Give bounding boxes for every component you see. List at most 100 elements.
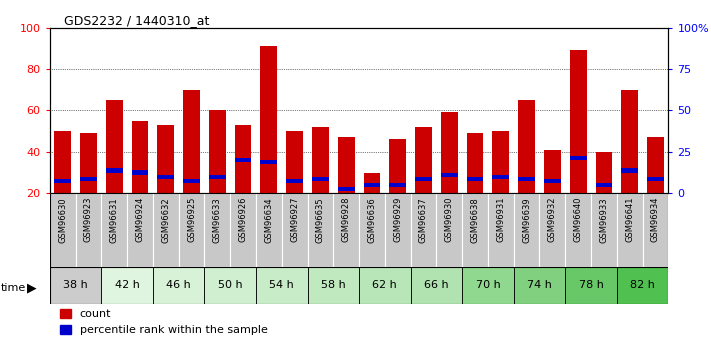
Bar	[132, 121, 149, 193]
Bar	[363, 172, 380, 193]
Bar	[513, 193, 540, 269]
Bar	[205, 193, 230, 269]
Bar	[565, 267, 616, 304]
Text: 54 h: 54 h	[269, 280, 294, 290]
Bar	[441, 112, 458, 193]
Bar	[54, 131, 71, 193]
Bar	[312, 127, 328, 193]
Bar	[230, 193, 256, 269]
Bar	[153, 267, 205, 304]
Text: GSM96928: GSM96928	[342, 197, 351, 243]
Text: GSM96931: GSM96931	[496, 197, 506, 243]
Bar	[54, 179, 71, 183]
Bar	[338, 187, 355, 191]
Text: 74 h: 74 h	[527, 280, 552, 290]
Text: GSM96639: GSM96639	[522, 197, 531, 243]
Text: GSM96635: GSM96635	[316, 197, 325, 243]
Bar	[101, 193, 127, 269]
Text: 82 h: 82 h	[630, 280, 655, 290]
Bar	[153, 193, 178, 269]
Bar	[616, 193, 643, 269]
Bar	[338, 137, 355, 193]
Bar	[312, 177, 328, 181]
Bar	[466, 177, 483, 181]
Text: GDS2232 / 1440310_at: GDS2232 / 1440310_at	[64, 14, 209, 27]
Bar	[441, 172, 458, 177]
Text: GSM96925: GSM96925	[187, 197, 196, 243]
Bar	[616, 267, 668, 304]
Bar	[411, 267, 462, 304]
Bar	[415, 177, 432, 181]
Text: 66 h: 66 h	[424, 280, 449, 290]
Bar	[127, 193, 153, 269]
Bar	[390, 183, 406, 187]
Bar	[518, 177, 535, 181]
Bar	[466, 133, 483, 193]
Text: GSM96923: GSM96923	[84, 197, 93, 243]
Legend: count, percentile rank within the sample: count, percentile rank within the sample	[55, 304, 272, 339]
Bar	[50, 267, 101, 304]
Bar	[363, 183, 380, 187]
Bar	[621, 90, 638, 193]
Bar	[333, 193, 359, 269]
Text: GSM96630: GSM96630	[58, 197, 67, 243]
Text: GSM96930: GSM96930	[445, 197, 454, 243]
Text: GSM96634: GSM96634	[264, 197, 273, 243]
Bar	[235, 125, 252, 193]
Bar	[106, 168, 122, 172]
Bar	[647, 137, 664, 193]
Bar	[570, 156, 587, 160]
Bar	[260, 160, 277, 164]
Text: GSM96924: GSM96924	[136, 197, 144, 243]
Bar	[307, 267, 359, 304]
Bar	[183, 179, 200, 183]
Bar	[513, 267, 565, 304]
Bar	[596, 152, 612, 193]
Text: GSM96638: GSM96638	[471, 197, 479, 243]
Text: GSM96927: GSM96927	[290, 197, 299, 243]
Text: 42 h: 42 h	[114, 280, 139, 290]
Bar	[287, 131, 303, 193]
Bar	[591, 193, 616, 269]
Bar	[256, 193, 282, 269]
Bar	[596, 183, 612, 187]
Bar	[75, 193, 101, 269]
Text: 62 h: 62 h	[373, 280, 397, 290]
Bar	[544, 150, 561, 193]
Bar	[493, 175, 509, 179]
Bar	[621, 168, 638, 172]
Bar	[570, 50, 587, 193]
Bar	[415, 127, 432, 193]
Bar	[209, 110, 225, 193]
Bar	[385, 193, 411, 269]
Text: GSM96641: GSM96641	[625, 197, 634, 243]
Text: GSM96934: GSM96934	[651, 197, 660, 243]
Bar	[493, 131, 509, 193]
Bar	[488, 193, 513, 269]
Text: 70 h: 70 h	[476, 280, 501, 290]
Bar	[307, 193, 333, 269]
Bar	[157, 175, 174, 179]
Bar	[50, 193, 75, 269]
Bar	[80, 177, 97, 181]
Bar	[178, 193, 205, 269]
Bar	[390, 139, 406, 193]
Bar	[183, 90, 200, 193]
Text: GSM96632: GSM96632	[161, 197, 170, 243]
Bar	[359, 193, 385, 269]
Text: GSM96933: GSM96933	[599, 197, 609, 243]
Bar	[287, 179, 303, 183]
Text: GSM96640: GSM96640	[574, 197, 582, 243]
Bar	[411, 193, 437, 269]
Text: ▶: ▶	[27, 282, 37, 295]
Bar	[80, 133, 97, 193]
Bar	[260, 46, 277, 193]
Bar	[643, 193, 668, 269]
Text: GSM96631: GSM96631	[109, 197, 119, 243]
Bar	[359, 267, 411, 304]
Text: 78 h: 78 h	[579, 280, 604, 290]
Bar	[101, 267, 153, 304]
Bar	[256, 267, 307, 304]
Bar	[205, 267, 256, 304]
Bar	[540, 193, 565, 269]
